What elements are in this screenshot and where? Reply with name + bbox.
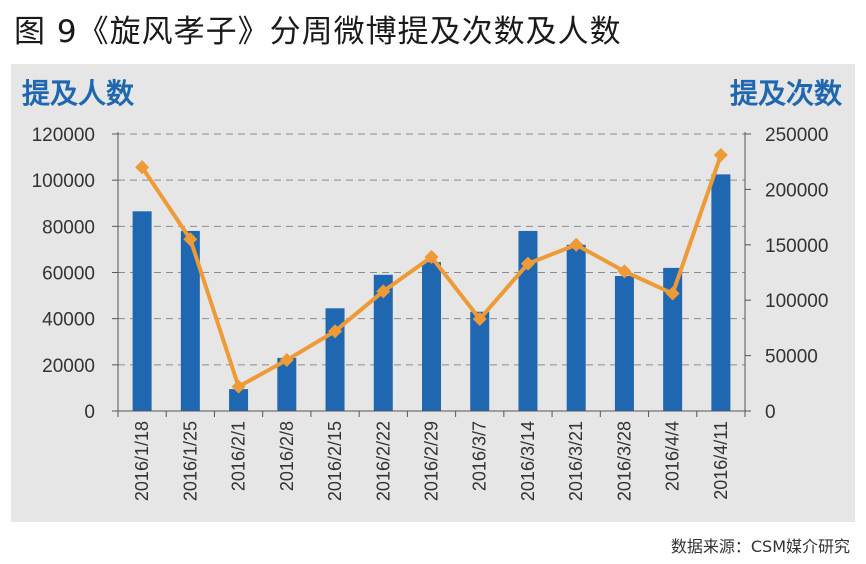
line-point	[183, 232, 198, 247]
bar	[566, 244, 586, 411]
bar	[180, 230, 200, 411]
x-tick-label: 2016/3/14	[518, 421, 538, 501]
right-tick-label: 0	[765, 402, 776, 423]
x-tick-label: 2016/1/25	[180, 421, 200, 501]
bar	[470, 311, 490, 411]
x-tick-label: 2016/3/21	[566, 421, 586, 501]
x-tick-label: 2016/2/8	[277, 421, 297, 491]
line-point	[569, 237, 584, 252]
x-tick-label: 2016/3/28	[614, 421, 634, 501]
bar-series	[132, 174, 731, 411]
x-tick-label: 2016/2/22	[373, 421, 393, 501]
right-tick-label: 200000	[765, 180, 828, 201]
line-point	[520, 256, 535, 271]
x-tick-label: 2016/2/15	[325, 421, 345, 501]
line-point	[328, 324, 343, 339]
x-tick-label: 2016/2/29	[422, 421, 442, 501]
line-point	[231, 379, 246, 394]
left-tick-label: 80000	[42, 217, 95, 238]
line-point	[713, 148, 728, 163]
line-point	[665, 286, 680, 301]
bar	[373, 274, 393, 411]
left-tick-label: 20000	[42, 356, 95, 377]
right-tick-label: 150000	[765, 236, 828, 257]
right-axis-title: 提及次数	[730, 78, 843, 109]
line-series	[135, 148, 728, 394]
bar	[711, 174, 731, 411]
right-axis-ticks: 0 50000 100000 150000 200000 250000	[745, 125, 828, 423]
axes	[117, 132, 746, 417]
left-tick-label: 120000	[32, 125, 95, 146]
line-point	[279, 353, 294, 368]
x-tick-label: 2016/2/1	[229, 421, 249, 491]
line-point	[376, 284, 391, 299]
left-axis-title: 提及人数	[22, 78, 135, 109]
line-point	[617, 264, 632, 279]
right-tick-label: 250000	[765, 125, 828, 146]
figure-title: 图 9《旋风孝子》分周微博提及次数及人数	[14, 14, 622, 50]
line-point	[424, 249, 439, 264]
line-point	[472, 312, 487, 327]
left-tick-label: 100000	[32, 171, 95, 192]
left-tick-label: 40000	[42, 310, 95, 331]
bar	[614, 275, 634, 411]
x-tick-label: 2016/3/7	[470, 421, 490, 491]
right-tick-label: 50000	[765, 347, 818, 368]
x-tick-label: 2016/1/18	[132, 421, 152, 501]
bar	[663, 267, 683, 411]
bar	[132, 211, 152, 411]
left-axis-ticks: 0 20000 40000 60000 80000 100000 120000	[32, 125, 118, 423]
right-tick-label: 100000	[765, 291, 828, 312]
bar	[422, 262, 441, 411]
source-note: 数据来源：CSM媒介研究	[670, 537, 850, 556]
x-tick-label: 2016/4/11	[711, 421, 731, 500]
x-axis-labels: 2016/1/18 2016/1/25 2016/2/1 2016/2/8 2016/2…	[132, 421, 731, 501]
x-tick-label: 2016/4/4	[663, 421, 683, 491]
left-tick-label: 0	[84, 402, 95, 423]
bar	[277, 357, 297, 411]
bar	[229, 389, 249, 411]
bar	[518, 230, 538, 411]
left-tick-label: 60000	[42, 264, 95, 285]
line-point	[135, 160, 150, 175]
